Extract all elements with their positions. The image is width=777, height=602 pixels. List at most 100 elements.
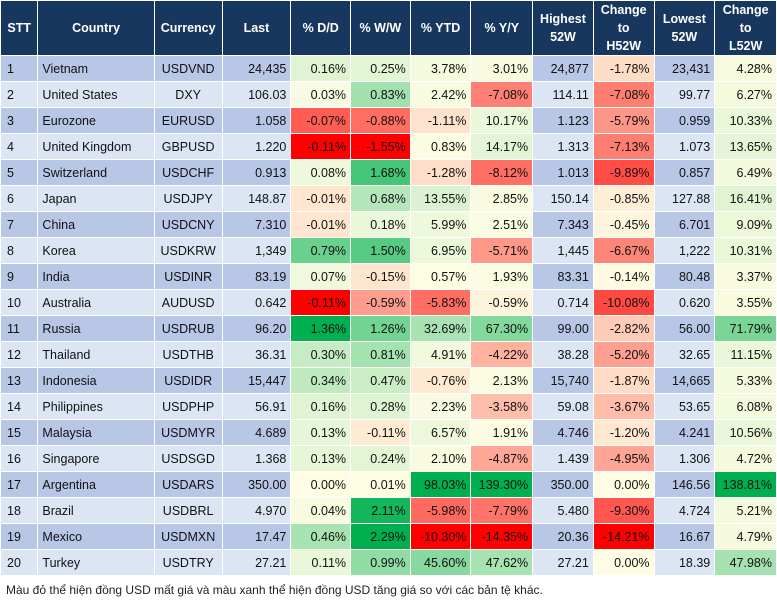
cell-lowest: 1.073 [653,133,716,160]
column-header-stt: STT [0,0,39,56]
cell-dd: 0.16% [290,55,352,82]
cell-yy: 1.93% [470,263,534,290]
cell-ww: 2.29% [350,523,411,550]
column-header-yy: % Y/Y [470,0,534,56]
cell-h52: -9.89% [592,159,655,186]
cell-last: 17.47 [221,523,292,550]
cell-yy: 10.17% [470,107,534,134]
cell-ww: 0.83% [350,81,411,108]
cell-last: 0.913 [221,159,292,186]
cell-l52: 10.33% [714,107,777,134]
cell-ww: 0.18% [350,211,411,238]
cell-yy: 67.30% [470,315,534,342]
column-header-dd: % D/D [290,0,352,56]
cell-currency: USDVND [153,55,223,82]
cell-highest: 5.480 [532,497,594,524]
cell-yy: 14.17% [470,133,534,160]
cell-last: 83.19 [221,263,292,290]
cell-country: Russia [37,315,155,342]
cell-country: Australia [37,289,155,316]
cell-ww: -0.11% [350,419,411,446]
cell-h52: -10.08% [592,289,655,316]
cell-ww: 1.50% [350,237,411,264]
cell-country: India [37,263,155,290]
cell-yy: 3.01% [470,55,534,82]
cell-country: Japan [37,185,155,212]
cell-dd: 0.07% [290,263,352,290]
cell-ytd: 13.55% [409,185,472,212]
table-row: 17 Argentina USDARS 350.00 0.00% 0.01% 98.03% 1… [0,471,777,498]
cell-h52: 0.00% [592,471,655,498]
cell-yy: -3.58% [470,393,534,420]
cell-highest: 27.21 [532,549,594,576]
cell-ytd: 2.42% [409,81,472,108]
cell-currency: USDPHP [153,393,223,420]
cell-ww: 1.26% [350,315,411,342]
cell-stt: 3 [0,107,39,134]
cell-yy: -7.79% [470,497,534,524]
cell-yy: 47.62% [470,549,534,576]
cell-last: 27.21 [221,549,292,576]
cell-currency: USDIDR [153,367,223,394]
table-body: 1 Vietnam USDVND 24,435 0.16% 0.25% 3.78% 3.01%… [0,55,777,576]
cell-last: 15,447 [221,367,292,394]
table-row: 3 Eurozone EURUSD 1.058 -0.07% -0.88% -1.11% 10… [0,107,777,134]
cell-stt: 19 [0,523,39,550]
cell-ytd: 32.69% [409,315,472,342]
cell-yy: -5.71% [470,237,534,264]
cell-lowest: 0.620 [653,289,716,316]
column-header-ytd: % YTD [409,0,472,56]
cell-lowest: 0.857 [653,159,716,186]
cell-l52: 6.49% [714,159,777,186]
cell-currency: USDMXN [153,523,223,550]
cell-currency: USDBRL [153,497,223,524]
cell-dd: -0.07% [290,107,352,134]
column-header-country: Country [37,0,155,56]
cell-ytd: 2.10% [409,445,472,472]
cell-ytd: -5.83% [409,289,472,316]
cell-l52: 47.98% [714,549,777,576]
cell-stt: 9 [0,263,39,290]
cell-l52: 10.31% [714,237,777,264]
table-row: 11 Russia USDRUB 96.20 1.36% 1.26% 32.69% 67.30… [0,315,777,342]
cell-l52: 71.79% [714,315,777,342]
cell-ytd: 6.57% [409,419,472,446]
cell-yy: 139.30% [470,471,534,498]
cell-highest: 150.14 [532,185,594,212]
table-row: 19 Mexico USDMXN 17.47 0.46% 2.29% -10.30% -14.… [0,523,777,550]
cell-last: 148.87 [221,185,292,212]
table-row: 1 Vietnam USDVND 24,435 0.16% 0.25% 3.78% 3.01%… [0,55,777,82]
cell-h52: -0.14% [592,263,655,290]
cell-dd: 0.03% [290,81,352,108]
cell-lowest: 99.77 [653,81,716,108]
cell-currency: USDTHB [153,341,223,368]
cell-lowest: 1,222 [653,237,716,264]
cell-lowest: 53.65 [653,393,716,420]
cell-h52: -6.67% [592,237,655,264]
cell-highest: 38.28 [532,341,594,368]
cell-highest: 114.11 [532,81,594,108]
cell-h52: -1.20% [592,419,655,446]
cell-country: Argentina [37,471,155,498]
cell-currency: GBPUSD [153,133,223,160]
cell-ww: 0.47% [350,367,411,394]
cell-lowest: 0.959 [653,107,716,134]
cell-ww: 2.11% [350,497,411,524]
cell-highest: 20.36 [532,523,594,550]
cell-lowest: 6.701 [653,211,716,238]
cell-country: Turkey [37,549,155,576]
cell-last: 96.20 [221,315,292,342]
cell-ww: -0.88% [350,107,411,134]
cell-dd: -0.11% [290,289,352,316]
table-row: 16 Singapore USDSGD 1.368 0.13% 0.24% 2.10% -4.… [0,445,777,472]
cell-stt: 13 [0,367,39,394]
cell-ww: 1.68% [350,159,411,186]
cell-highest: 83.31 [532,263,594,290]
cell-l52: 10.56% [714,419,777,446]
cell-lowest: 80.48 [653,263,716,290]
cell-currency: USDJPY [153,185,223,212]
cell-l52: 9.09% [714,211,777,238]
column-header-h52: Change to H52W [592,0,655,56]
cell-stt: 1 [0,55,39,82]
cell-ww: -1.55% [350,133,411,160]
